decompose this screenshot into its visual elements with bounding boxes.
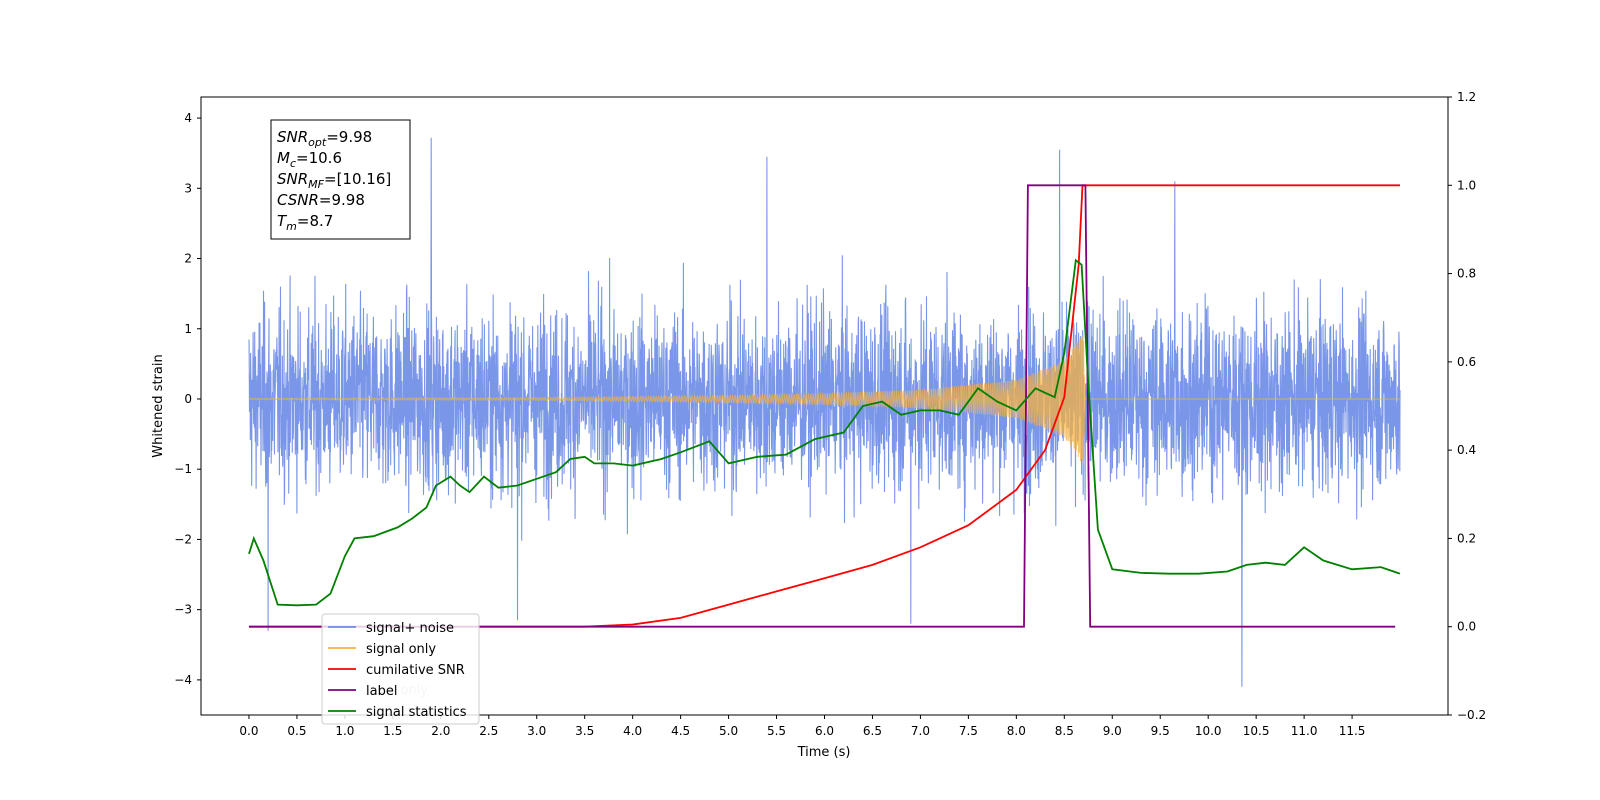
legend-label: signal+ noise: [366, 621, 454, 636]
legend-label: label: [366, 684, 397, 699]
y-right-tick-label: 0.2: [1457, 531, 1476, 545]
plot-area: [248, 137, 1401, 687]
y-tick-label: 4: [184, 111, 192, 125]
y-tick-label: −4: [174, 673, 192, 687]
legend-label: signal only: [366, 642, 436, 657]
x-axis-label: Time (s): [797, 745, 851, 760]
y-right-tick-label: −0.2: [1457, 708, 1486, 722]
x-tick-label: 6.0: [815, 724, 834, 738]
series-signal-noise: [248, 137, 1401, 687]
y-right-tick-label: 1.2: [1457, 90, 1476, 104]
x-tick-label: 8.0: [1007, 724, 1026, 738]
x-tick-label: 7.5: [959, 724, 978, 738]
x-tick-label: 0.5: [287, 724, 306, 738]
annotation-line: SNRMF=[10.16]: [277, 170, 391, 191]
annotation-line: CSNR=9.98: [277, 191, 365, 209]
y-tick-label: 3: [184, 181, 192, 195]
x-tick-label: 5.0: [719, 724, 738, 738]
x-tick-label: 11.5: [1339, 724, 1366, 738]
y-right-tick-label: 0.4: [1457, 443, 1476, 457]
x-tick-label: 9.0: [1103, 724, 1122, 738]
legend-frame: [321, 613, 480, 725]
x-tick-label: 4.0: [623, 724, 642, 738]
x-axis: 0.0 0.5 1.0 1.5 2.0 2.5 3.0 3.5 4.0 4.5 5.0 5.5 6.0 6…: [239, 715, 1365, 738]
x-tick-label: 3.5: [575, 724, 594, 738]
x-tick-label: 0.0: [239, 724, 258, 738]
x-tick-label: 6.5: [863, 724, 882, 738]
y-tick-label: −1: [174, 462, 192, 476]
x-tick-label: 1.0: [335, 724, 354, 738]
x-tick-label: 5.5: [767, 724, 786, 738]
x-tick-label: 2.5: [479, 724, 498, 738]
legend-label: cumilative SNR: [366, 663, 465, 678]
annotation-box: SNRopt=9.98Mc=10.6SNRMF=[10.16]CSNR=9.98…: [270, 119, 411, 240]
x-tick-label: 10.0: [1195, 724, 1222, 738]
y-axis-left: −4 −3 −2 −1 0 1 2 3 4: [174, 111, 201, 687]
annotation-line: Mc=10.6: [277, 149, 342, 170]
y-right-tick-label: 0.0: [1457, 620, 1476, 634]
y-right-tick-label: 0.6: [1457, 355, 1476, 369]
annotation-line: SNRopt=9.98: [277, 128, 372, 149]
x-tick-label: 2.0: [431, 724, 450, 738]
x-tick-label: 8.5: [1055, 724, 1074, 738]
y-tick-label: −2: [174, 532, 192, 546]
x-tick-label: 10.5: [1243, 724, 1270, 738]
x-tick-label: 9.5: [1151, 724, 1170, 738]
series-label: [249, 184, 1396, 628]
y-tick-label: 1: [184, 322, 192, 336]
series-cumulative-snr: [249, 184, 1400, 628]
x-tick-label: 3.0: [527, 724, 546, 738]
annotation-line: Tm=8.7: [277, 212, 333, 233]
y-tick-label: 2: [184, 252, 192, 266]
legend-label: signal statistics: [366, 705, 467, 720]
series-signal-only: [248, 335, 1400, 465]
y-axis-label: Whitened strain: [151, 354, 166, 457]
series-signal-statistics: [248, 258, 1401, 607]
y-axis-right: −0.2 0.0 0.2 0.4 0.6 0.8 1.0 1.2: [1448, 90, 1486, 722]
y-tick-label: 0: [184, 392, 192, 406]
y-right-tick-label: 0.8: [1457, 267, 1476, 281]
annotation-frame: [270, 119, 411, 240]
y-tick-label: −3: [174, 603, 192, 617]
x-tick-label: 11.0: [1291, 724, 1318, 738]
y-right-tick-label: 1.0: [1457, 178, 1476, 192]
x-tick-label: 4.5: [671, 724, 690, 738]
x-tick-label: 1.5: [383, 724, 402, 738]
x-tick-label: 7.0: [911, 724, 930, 738]
legend: label onlysignal statisticssignal+ noise…: [321, 613, 480, 725]
